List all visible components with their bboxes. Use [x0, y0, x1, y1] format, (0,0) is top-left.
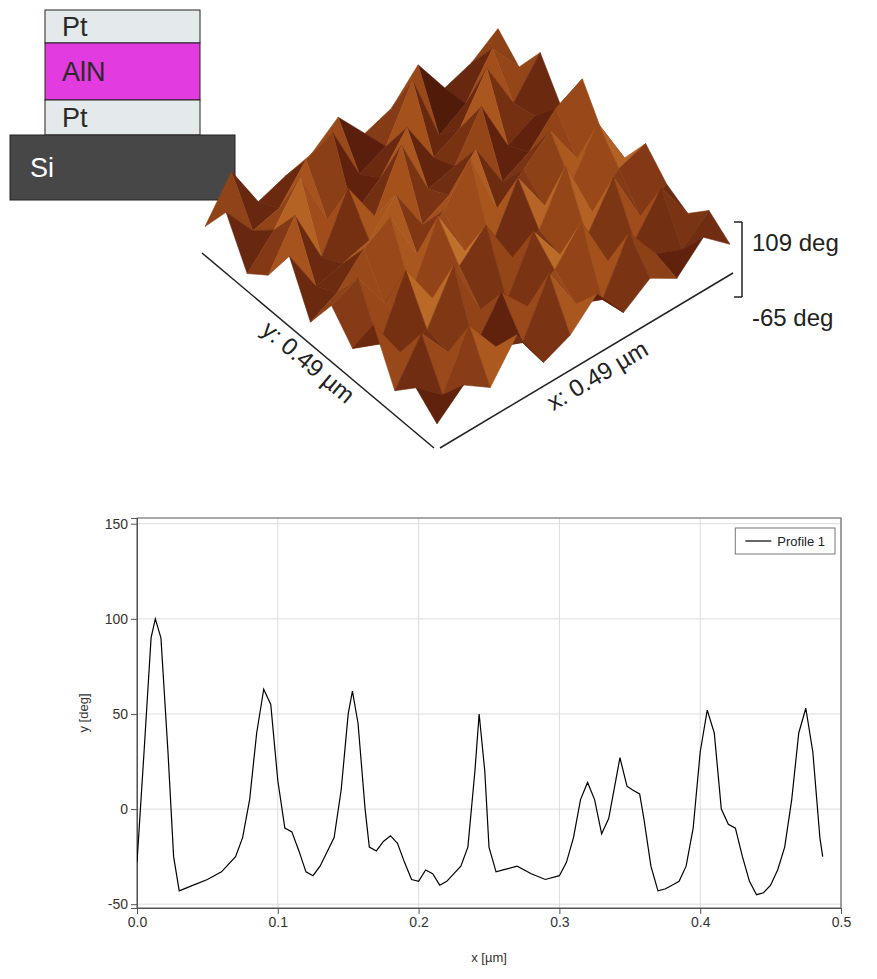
surface-cell: [416, 385, 464, 424]
tick: 100: [105, 611, 137, 627]
tick: 150: [105, 516, 137, 532]
grid-line-y: [137, 618, 841, 619]
x-axis-title: x [µm]: [471, 950, 507, 965]
z-tick-label: 109 deg: [752, 229, 839, 256]
grid-line-y: [137, 523, 841, 524]
tick-mark: [131, 714, 137, 715]
surface-cell: [443, 326, 491, 395]
grid-line-x: [277, 518, 278, 908]
tick-label: 150: [105, 516, 129, 532]
layer-stack: Pt AlN Pt Si: [10, 10, 235, 200]
layer-box: [45, 43, 200, 100]
surface-cell: [268, 216, 316, 287]
z-scale: 109 deg -65 deg: [734, 222, 839, 331]
tick-label: 0.0: [128, 914, 148, 930]
z-tick: [734, 221, 742, 223]
grid-line-y: [137, 904, 841, 905]
layer-label: Si: [30, 153, 54, 183]
layer-label: Pt: [62, 12, 88, 42]
tick-mark: [131, 619, 137, 620]
tick-label: 50: [112, 706, 128, 722]
layer-box: [10, 135, 235, 200]
tick-mark: [131, 904, 137, 905]
profile-line: [137, 619, 823, 895]
surface-cell: [289, 256, 337, 322]
y-axis-title: y: 0.49 µm: [257, 315, 361, 408]
layer-box: [45, 100, 200, 135]
tick: 0.5: [832, 908, 852, 930]
tick: 0.4: [691, 908, 711, 930]
legend: Profile 1: [735, 528, 835, 554]
grid: [137, 518, 841, 908]
z-tick: [734, 296, 742, 298]
axis-line: [138, 909, 842, 915]
tick-label: 0.4: [691, 914, 711, 930]
grid-line-x: [418, 518, 419, 908]
surface-cell: [682, 210, 730, 249]
plot-marks: [137, 619, 823, 895]
surface-cell: [205, 172, 253, 231]
plot-frame: [137, 518, 841, 908]
tick-label: -50: [108, 896, 128, 912]
plot-background: [137, 518, 841, 908]
z-tick-label: -65 deg: [752, 304, 833, 331]
y-axis: -50 0 50 100 150: [105, 516, 138, 912]
tick-label: 100: [105, 611, 129, 627]
y-axis-title: y [deg]: [76, 693, 91, 732]
grid-line-y: [137, 809, 841, 810]
tick: 0.1: [269, 908, 289, 930]
surface-cell: [602, 233, 650, 313]
x-axis-title: x: 0.49 µm: [542, 335, 652, 416]
layer-label: Pt: [62, 103, 88, 133]
profile-chart: 0.0 0.1 0.2 0.3 0.4 0.5 -50 0 50 100 150 x [µm] y [d…: [76, 516, 851, 965]
tick-label: 0.3: [550, 914, 570, 930]
grid-line-x: [700, 518, 701, 908]
x-edge: [440, 273, 733, 448]
surface-cell: [395, 333, 443, 394]
tick-mark: [131, 524, 137, 525]
tick-label: 0.2: [409, 914, 429, 930]
tick: 50: [112, 706, 137, 722]
y-edge: [202, 253, 434, 448]
surface-cell: [514, 53, 562, 117]
grid-line-y: [137, 713, 841, 714]
z-axis-line: [741, 222, 743, 297]
tick: 0.3: [550, 908, 570, 930]
legend-swatch: [745, 540, 771, 541]
surface: [205, 29, 730, 424]
x-axis: 0.0 0.1 0.2 0.3 0.4 0.5: [128, 908, 852, 930]
tick-label: 0.5: [832, 914, 852, 930]
surface-axes: y: 0.49 µm x: 0.49 µm: [202, 253, 733, 448]
legend-box: [735, 528, 835, 554]
tick: 0.0: [128, 908, 148, 930]
tick: 0.2: [409, 908, 429, 930]
grid-line-x: [559, 518, 560, 908]
tick-mark: [131, 809, 137, 810]
figure: Pt AlN Pt Si y: 0.49 µm x: 0.49 µm 109 deg -65 …: [0, 0, 877, 979]
legend-label: Profile 1: [777, 534, 825, 549]
layer-box: [45, 10, 200, 43]
tick-label: 0: [120, 801, 128, 817]
layer-label: AlN: [62, 57, 106, 87]
tick: -50: [108, 896, 137, 912]
tick: 0: [120, 801, 137, 817]
tick-label: 0.1: [269, 914, 289, 930]
